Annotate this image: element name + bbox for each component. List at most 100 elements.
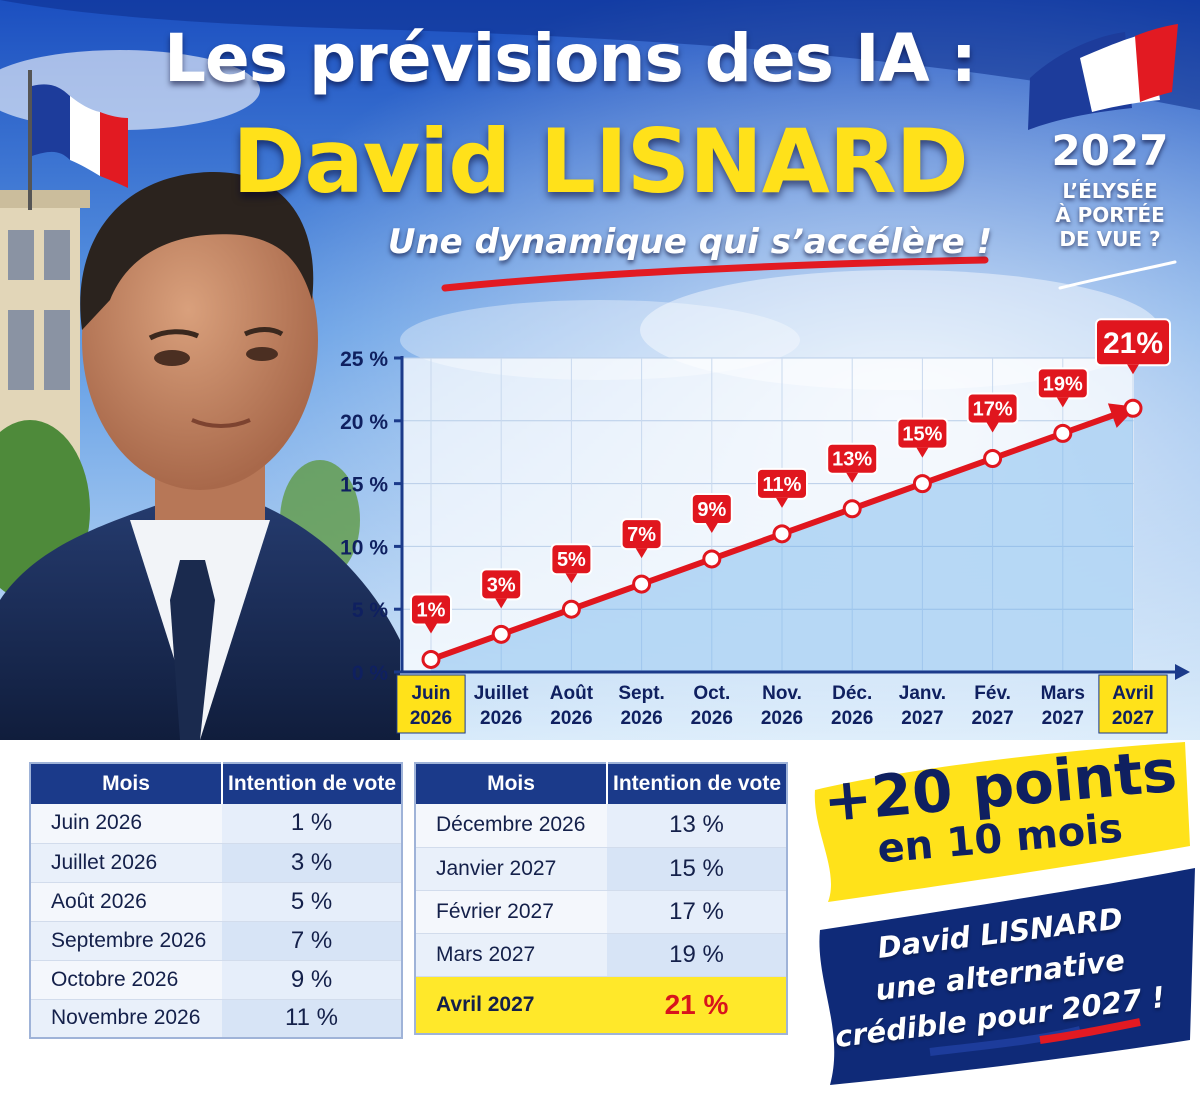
point-label-bubble: 5% — [550, 543, 593, 584]
table-left: Mois Intention de vote Juin 2026 1 % Juill… — [29, 762, 403, 1039]
data-point — [421, 649, 441, 669]
x-tick-label: Fév. — [974, 683, 1011, 704]
data-point — [983, 448, 1003, 468]
label-bubble-pointer — [495, 598, 508, 609]
x-tick-label: Janv. — [899, 683, 946, 704]
vote-cell: 1 % — [222, 804, 402, 843]
label-bubble-pointer — [705, 522, 718, 533]
y-tick-label: 25 % — [340, 348, 388, 371]
data-label: 13% — [832, 449, 872, 471]
y-tick-label: 10 % — [340, 536, 388, 559]
point-label-bubble: 15% — [896, 417, 949, 458]
data-point — [491, 624, 511, 644]
label-bubble-pointer — [916, 447, 929, 458]
x-tick-label: Août — [550, 683, 594, 704]
vote-cell: 5 % — [222, 881, 402, 921]
point-label-bubble: 7% — [620, 518, 663, 559]
label-bubble-pointer — [565, 573, 578, 584]
vote-cell: 7 % — [222, 920, 402, 960]
label-bubble-pointer — [846, 472, 859, 483]
vote-cell: 3 % — [222, 842, 402, 882]
label-bubble-pointer — [635, 548, 648, 559]
month-cell: Septembre 2026 — [30, 920, 222, 960]
x-tick-label: Juin — [411, 683, 450, 704]
data-point — [772, 524, 792, 544]
y-tick-label: 5 % — [352, 599, 389, 622]
label-bubble-pointer — [1056, 397, 1069, 408]
x-tick-label: 2026 — [620, 708, 662, 729]
label-bubble-pointer — [1127, 364, 1139, 375]
vote-cell: 9 % — [222, 959, 402, 999]
table-row: Mars 2027 19 % — [415, 932, 787, 976]
portrait-illustration — [0, 171, 400, 740]
month-cell: Novembre 2026 — [30, 998, 222, 1038]
x-highlight-band — [1098, 674, 1168, 734]
y-tick-label: 0 % — [352, 662, 389, 685]
point-label-bubble: 9% — [690, 492, 733, 533]
point-label-bubble: 1% — [410, 593, 452, 634]
data-label: 5% — [557, 549, 586, 571]
point-label-bubble: 19% — [1036, 367, 1089, 408]
data-label: 21% — [1103, 327, 1163, 360]
x-tick-label: 2027 — [1112, 708, 1154, 729]
month-cell: Janvier 2027 — [415, 846, 607, 890]
table-row: Juin 2026 1 % — [30, 804, 402, 843]
x-tick-label: Avril — [1112, 683, 1154, 704]
vote-cell: 15 % — [607, 846, 787, 890]
x-tick-label: 2026 — [410, 708, 452, 729]
table-row: Novembre 2026 11 % — [30, 998, 402, 1038]
table-row: Avril 2027 21 % — [415, 975, 787, 1034]
month-cell: Août 2026 — [30, 881, 222, 921]
badge-line-1: L’ÉLYSÉE — [1062, 179, 1158, 203]
x-tick-label: 2026 — [480, 708, 522, 729]
point-label-bubble: 21% — [1095, 318, 1171, 375]
data-point — [702, 549, 722, 569]
data-point — [842, 499, 862, 519]
title-line-2: David LISNARD — [232, 110, 968, 213]
tricolor-brush-icon — [1028, 24, 1178, 130]
background-illustration — [0, 0, 1200, 740]
x-tick-label: 2026 — [831, 708, 873, 729]
label-bubble-pointer — [776, 497, 788, 508]
month-cell: Décembre 2026 — [415, 804, 607, 847]
x-tick-label: Mars — [1041, 683, 1085, 704]
table-row: Septembre 2026 7 % — [30, 920, 402, 960]
y-tick-label: 15 % — [340, 474, 388, 497]
vote-cell: 13 % — [607, 804, 787, 847]
month-cell: Avril 2027 — [415, 975, 607, 1034]
yellow-brush-shape — [814, 742, 1190, 902]
table-header-month: Mois — [415, 763, 607, 804]
data-label: 11% — [763, 474, 802, 496]
table-row: Juillet 2026 3 % — [30, 842, 402, 882]
x-tick-label: Sept. — [618, 683, 664, 704]
x-tick-label: 2027 — [971, 708, 1013, 729]
badge-year: 2027 — [1051, 126, 1169, 175]
x-tick-label: 2026 — [761, 708, 803, 729]
point-label-bubble: 17% — [966, 392, 1019, 433]
table-header-vote: Intention de vote — [606, 763, 787, 804]
table-row: Février 2027 17 % — [415, 889, 787, 933]
vote-cell: 11 % — [222, 998, 402, 1038]
badge-line-2: À PORTÉE — [1055, 203, 1165, 227]
french-flag-icon — [28, 70, 128, 210]
table-header-month: Mois — [30, 763, 222, 804]
x-tick-label: Déc. — [832, 683, 872, 704]
table-row: Décembre 2026 13 % — [415, 804, 787, 847]
month-cell: Juillet 2026 — [30, 842, 222, 882]
table-row: Août 2026 5 % — [30, 881, 402, 921]
point-label-bubble: 11% — [756, 467, 808, 508]
table-row: Octobre 2026 9 % — [30, 959, 402, 999]
data-point — [632, 574, 652, 594]
data-label: 9% — [697, 499, 726, 521]
line-chart: 0 % 5 % 10 % 15 % 20 % 25 % Juin 2026 Juillet 20… — [340, 318, 1190, 734]
data-label: 3% — [487, 574, 516, 596]
month-cell: Octobre 2026 — [30, 959, 222, 999]
label-bubble-pointer — [986, 422, 999, 433]
x-tick-label: 2026 — [691, 708, 733, 729]
x-tick-label: 2026 — [550, 708, 592, 729]
vote-cell: 19 % — [607, 932, 787, 976]
x-tick-label: Oct. — [693, 683, 730, 704]
x-tick-label: 2027 — [901, 708, 943, 729]
